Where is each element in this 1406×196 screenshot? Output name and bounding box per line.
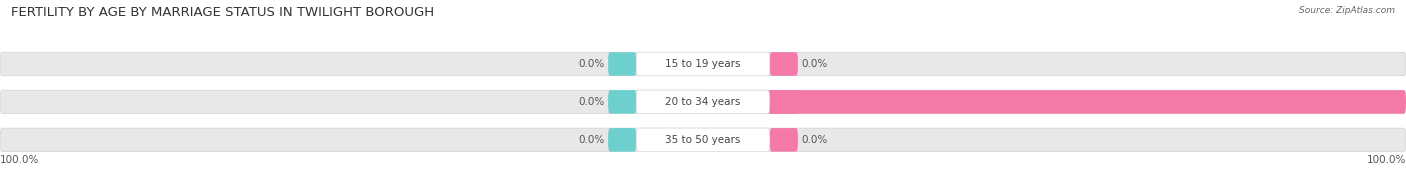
FancyBboxPatch shape (637, 52, 770, 76)
Text: Source: ZipAtlas.com: Source: ZipAtlas.com (1299, 6, 1395, 15)
Text: FERTILITY BY AGE BY MARRIAGE STATUS IN TWILIGHT BOROUGH: FERTILITY BY AGE BY MARRIAGE STATUS IN T… (11, 6, 434, 19)
Text: 100.0%: 100.0% (1367, 155, 1406, 165)
FancyBboxPatch shape (609, 128, 637, 152)
Text: 20 to 34 years: 20 to 34 years (665, 97, 741, 107)
FancyBboxPatch shape (0, 128, 1406, 152)
FancyBboxPatch shape (770, 128, 799, 152)
Text: 0.0%: 0.0% (801, 59, 828, 69)
FancyBboxPatch shape (609, 52, 637, 76)
Text: 0.0%: 0.0% (578, 135, 605, 145)
Text: 35 to 50 years: 35 to 50 years (665, 135, 741, 145)
Text: 0.0%: 0.0% (578, 97, 605, 107)
FancyBboxPatch shape (609, 90, 637, 114)
Text: 15 to 19 years: 15 to 19 years (665, 59, 741, 69)
FancyBboxPatch shape (637, 128, 770, 152)
FancyBboxPatch shape (703, 90, 1406, 114)
Text: 0.0%: 0.0% (578, 59, 605, 69)
FancyBboxPatch shape (0, 52, 1406, 76)
FancyBboxPatch shape (770, 90, 799, 114)
FancyBboxPatch shape (770, 52, 799, 76)
FancyBboxPatch shape (0, 90, 1406, 114)
FancyBboxPatch shape (637, 90, 770, 114)
Text: 100.0%: 100.0% (0, 155, 39, 165)
Text: 0.0%: 0.0% (801, 135, 828, 145)
